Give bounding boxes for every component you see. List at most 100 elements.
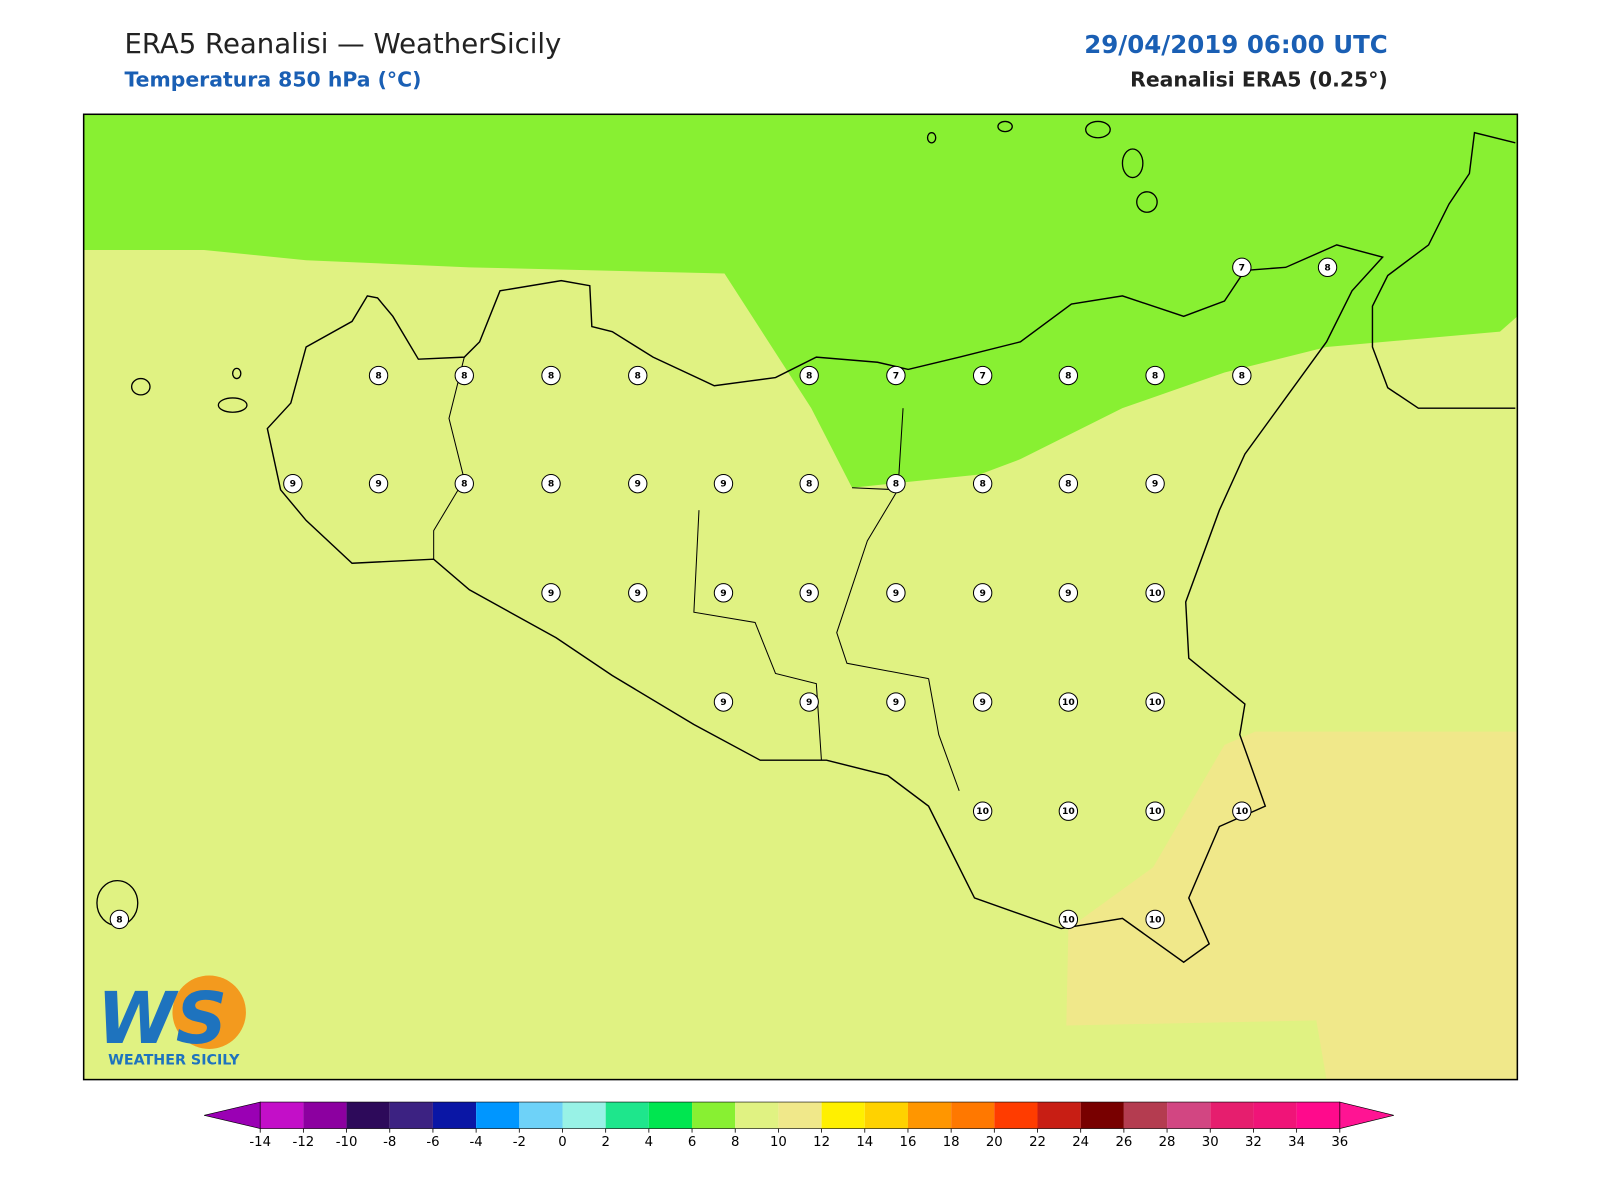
station-marker <box>1058 801 1079 821</box>
station-marker <box>541 473 561 494</box>
station-value: 8 <box>893 479 899 490</box>
colorbar-segment <box>605 1102 649 1129</box>
logo: WS WEATHER SICILY <box>97 975 246 1068</box>
station: 7 <box>972 365 993 386</box>
station: 7 <box>886 365 906 386</box>
station-marker <box>1145 473 1165 494</box>
field-yellow <box>1066 731 1518 1080</box>
station: 9 <box>1145 473 1165 494</box>
station: 9 <box>886 692 906 712</box>
station-value: 8 <box>375 371 381 382</box>
colorbar-tick-label: 16 <box>900 1135 917 1150</box>
station-value: 9 <box>290 479 296 490</box>
colorbar-segment <box>303 1102 347 1129</box>
colorbar-tick-label: 26 <box>1115 1135 1132 1150</box>
map-frame <box>82 113 1519 1081</box>
station-value: 10 <box>1062 914 1075 925</box>
station: 10 <box>1145 801 1165 821</box>
station-value: 7 <box>979 371 985 382</box>
subtitle: Temperatura 850 hPa (°C) <box>124 68 421 92</box>
station-marker <box>799 365 819 386</box>
station: 10 <box>1232 801 1252 821</box>
station-value: 9 <box>1065 588 1071 599</box>
colorbar-tick-label: 0 <box>558 1135 566 1150</box>
station: 9 <box>1058 583 1079 603</box>
colorbar-segment <box>735 1102 779 1129</box>
colorbar-tick-label: 32 <box>1245 1135 1262 1150</box>
station-marker <box>628 365 648 386</box>
station-marker <box>713 473 734 494</box>
station: 8 <box>799 473 819 494</box>
station-marker <box>799 692 819 712</box>
station: 9 <box>799 692 819 712</box>
station: 10 <box>1058 692 1079 712</box>
station: 9 <box>368 473 389 494</box>
colorbar-segment <box>907 1102 952 1129</box>
station-value: 8 <box>635 371 641 382</box>
station-marker <box>368 473 389 494</box>
colorbar-tick-label: 22 <box>1029 1135 1046 1150</box>
station-value: 9 <box>720 479 726 490</box>
colorbar-segment <box>1123 1102 1168 1129</box>
station: 9 <box>283 473 303 494</box>
station-value: 9 <box>893 588 899 599</box>
colorbar-segment <box>648 1102 693 1129</box>
station-value: 10 <box>1149 697 1162 708</box>
station-marker <box>1145 909 1165 930</box>
islands <box>96 120 1158 927</box>
colorbar-tick-label: -8 <box>383 1135 396 1150</box>
colorbar-tick-label: -6 <box>426 1135 439 1150</box>
colorbar-tick-label: -2 <box>513 1135 526 1150</box>
station: 8 <box>972 473 993 494</box>
station-value: 10 <box>1062 806 1075 817</box>
station: 10 <box>1145 583 1165 603</box>
colorbar-tick-label: 34 <box>1288 1135 1305 1150</box>
colorbar-tick-label: 2 <box>601 1135 609 1150</box>
colorbar-tick-label: 18 <box>943 1135 960 1150</box>
colorbar: -14 -12 -10 -8 -6 -4 -2 0 2 4 6 8 10 12 14 16 18 20 22 24 26… <box>204 1101 1394 1150</box>
station-marker <box>886 692 906 712</box>
colorbar-segment <box>1037 1102 1081 1129</box>
station-value: 7 <box>893 371 899 382</box>
colorbar-tick-label: 20 <box>986 1135 1003 1150</box>
station: 8 <box>1058 473 1079 494</box>
station-marker <box>283 473 303 494</box>
station: 7 <box>1232 257 1252 278</box>
station-marker <box>109 909 130 930</box>
station-value: 7 <box>1239 262 1245 273</box>
colorbar-under <box>204 1101 261 1129</box>
station: 9 <box>799 583 819 603</box>
station: 8 <box>1317 257 1338 278</box>
title: ERA5 Reanalisi — WeatherSicily <box>124 28 561 60</box>
stations: 7 8 8 8 8 8 8 7 7 8 8 8 9 9 8 8 9 9 8 8 8 8 9 9 9 9 9 9 9 9 10 9 9 9 9 10 10… <box>109 257 1338 930</box>
colorbar-segment <box>821 1102 865 1129</box>
station: 9 <box>541 583 561 603</box>
station-value: 10 <box>1149 806 1162 817</box>
colorbar-segment <box>432 1102 477 1129</box>
station-marker <box>1145 801 1165 821</box>
station-value: 9 <box>635 479 641 490</box>
colorbar-segment <box>994 1102 1038 1129</box>
logo-text: WEATHER SICILY <box>108 1052 240 1068</box>
logo-sun <box>172 975 246 1049</box>
station-marker <box>1058 692 1079 712</box>
station-marker <box>1145 692 1165 712</box>
colorbar-segment <box>346 1102 390 1129</box>
station-marker <box>1058 909 1079 930</box>
station: 8 <box>1232 365 1252 386</box>
colorbar-tick-label: 10 <box>770 1135 787 1150</box>
station: 9 <box>628 583 648 603</box>
station: 8 <box>1145 365 1165 386</box>
station-value: 9 <box>375 479 381 490</box>
coastline-calabria <box>1371 131 1516 409</box>
station-marker <box>886 473 906 494</box>
station-marker <box>972 692 993 712</box>
station: 8 <box>628 365 648 386</box>
station: 9 <box>886 583 906 603</box>
station-value: 8 <box>1324 262 1330 273</box>
colorbar-segment <box>260 1102 304 1129</box>
map: 7 8 8 8 8 8 8 7 7 8 8 8 9 9 8 8 9 9 8 8 8 8 9 9 9 9 9 9 9 9 10 9 9 9 9 10 10… <box>82 113 1519 1081</box>
station-value: 10 <box>976 806 989 817</box>
station: 8 <box>109 909 130 930</box>
